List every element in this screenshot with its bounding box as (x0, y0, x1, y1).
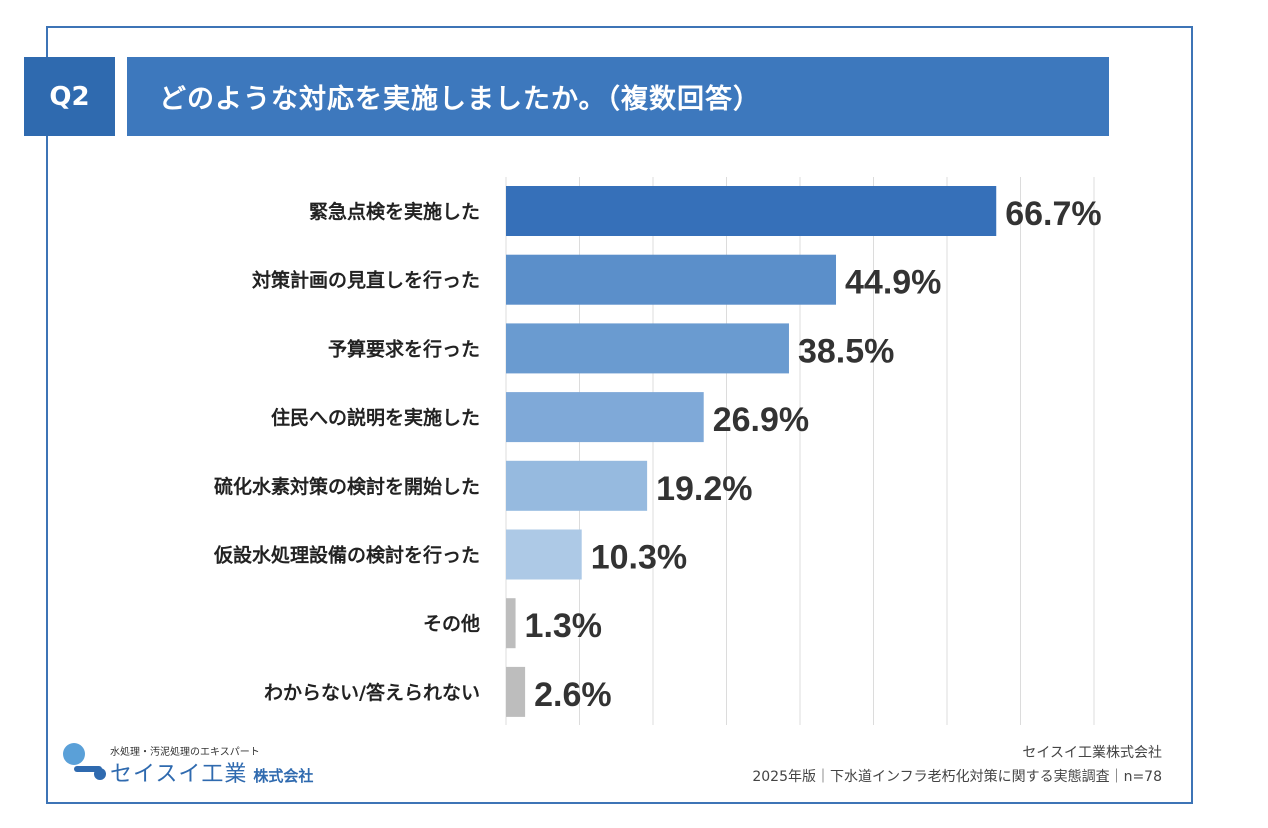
value-label: 44.9% (845, 264, 941, 302)
footer-company: セイスイ工業株式会社 (1022, 745, 1162, 761)
logo-tagline: 水処理・汚泥処理のエキスパート (110, 747, 260, 758)
category-label: 緊急点検を実施した (309, 200, 480, 223)
logo-suffix: 株式会社 (253, 767, 314, 785)
bar-6 (506, 598, 516, 649)
value-label: 1.3% (525, 607, 603, 645)
bar-1 (506, 254, 837, 305)
bar-7 (506, 666, 526, 717)
logo-name-text: セイスイ工業 (110, 762, 248, 787)
category-label: 硫化水素対策の検討を開始した (214, 475, 480, 498)
category-label: 予算要求を行った (328, 337, 480, 360)
bar-3 (506, 392, 704, 443)
value-label: 2.6% (534, 676, 612, 714)
bar-5 (506, 529, 582, 580)
bar-2 (506, 323, 789, 374)
category-label: わからない/答えられない (264, 681, 480, 704)
bar-4 (506, 460, 648, 511)
category-label: その他 (423, 612, 480, 635)
bar-0 (506, 186, 997, 236)
category-label: 仮設水処理設備の検討を行った (213, 544, 480, 567)
value-label: 26.9% (713, 401, 809, 439)
footer-survey-info: 2025年版｜下水道インフラ老朽化対策に関する実態調査｜n=78 (752, 769, 1162, 785)
question-title: どのような対応を実施しましたか。（複数回答） (127, 57, 1109, 136)
value-label: 66.7% (1005, 195, 1101, 233)
company-logo: 水処理・汚泥処理のエキスパート セイスイ工業 株式会社 (62, 740, 342, 790)
category-label: 対策計画の見直しを行った (251, 269, 480, 292)
logo-name: セイスイ工業 株式会社 (110, 756, 313, 788)
category-label: 住民への説明を実施した (271, 406, 480, 429)
value-label: 19.2% (656, 470, 752, 508)
value-label: 38.5% (798, 332, 894, 370)
value-label: 10.3% (591, 539, 687, 577)
logo-mark-icon (63, 743, 106, 780)
question-badge: Q2 (24, 57, 115, 136)
